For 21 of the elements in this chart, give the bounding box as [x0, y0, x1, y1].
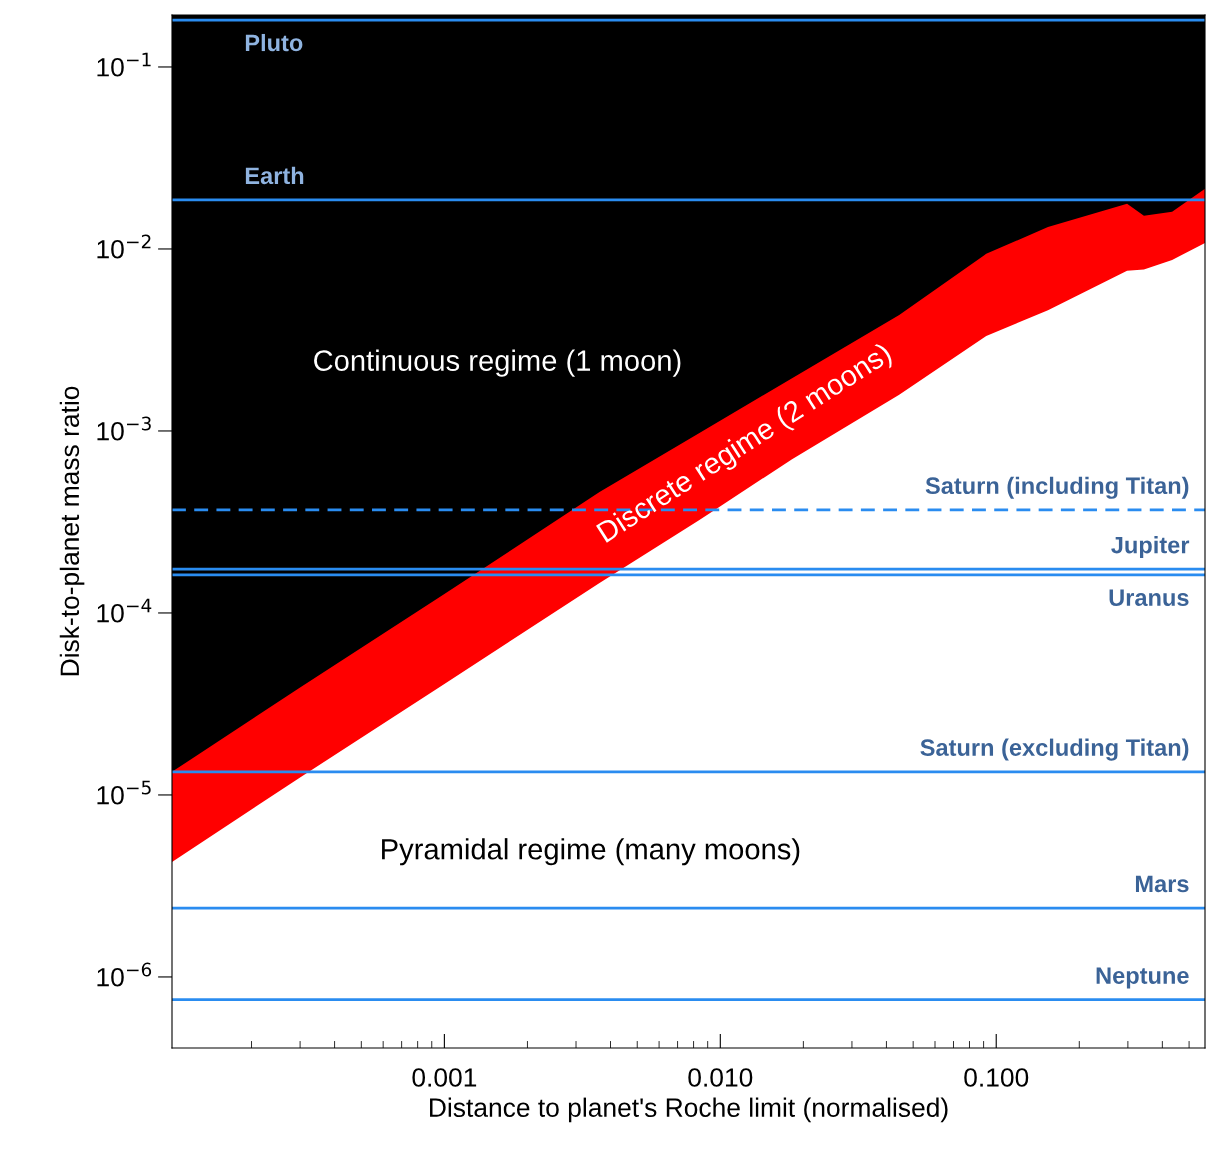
- y-tick-label: 10$^{−3}$: [97, 416, 151, 441]
- x-axis-title: Distance to planet's Roche limit (normalised): [430, 1097, 948, 1123]
- x-tick-label: 0.001: [412, 1068, 477, 1087]
- annotation: Pyramidal regime (many moons): [382, 838, 800, 866]
- y-tick-label: 10$^{−1}$: [97, 52, 151, 77]
- ref-line-label: Neptune: [1096, 967, 1189, 989]
- ref-line-label: Mars: [1135, 875, 1189, 893]
- y-tick-label: 10$^{−4}$: [97, 598, 152, 623]
- y-tick-label: 10$^{−2}$: [97, 234, 151, 259]
- ref-line-label: Earth: [245, 166, 304, 185]
- annotation: Continuous regime (1 moon): [314, 349, 681, 377]
- y-axis-title: Disk-to-planet mass ratio: [59, 386, 85, 676]
- ref-line-label: Saturn (excluding Titan): [920, 738, 1189, 761]
- ref-line-label: Uranus: [1109, 589, 1189, 607]
- y-tick-label: 10$^{−5}$: [97, 780, 151, 805]
- ref-line-label: Saturn (including Titan): [925, 476, 1189, 499]
- x-tick-label: 0.100: [964, 1068, 1029, 1087]
- ref-line-label: Pluto: [245, 33, 303, 52]
- x-tick-label: 0.010: [688, 1068, 753, 1087]
- ref-line-label: Jupiter: [1111, 536, 1190, 559]
- y-tick-label: 10$^{−6}$: [97, 962, 152, 987]
